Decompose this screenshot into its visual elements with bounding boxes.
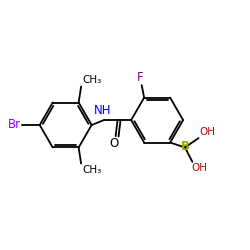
Text: OH: OH: [191, 163, 207, 173]
Text: B: B: [181, 140, 190, 153]
Text: F: F: [137, 71, 144, 84]
Text: Br: Br: [8, 118, 21, 132]
Text: CH₃: CH₃: [82, 76, 102, 86]
Text: OH: OH: [200, 127, 216, 137]
Text: NH: NH: [94, 104, 112, 117]
Text: CH₃: CH₃: [82, 164, 102, 174]
Text: O: O: [110, 137, 119, 150]
